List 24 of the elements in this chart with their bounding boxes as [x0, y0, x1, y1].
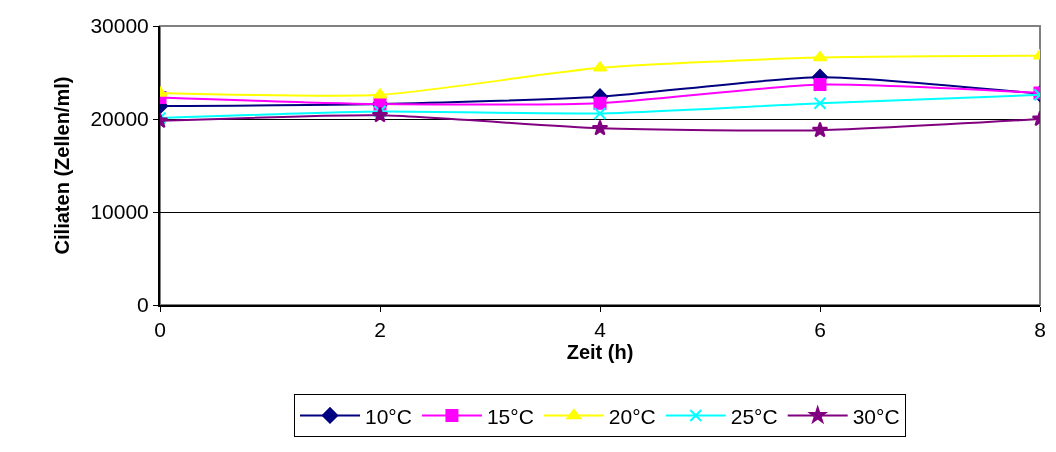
y-tick-label: 30000: [90, 14, 149, 38]
y-tick-label: 10000: [90, 200, 149, 224]
legend-label: 10°C: [365, 404, 412, 428]
legend-label: 25°C: [730, 404, 778, 428]
point: [813, 78, 827, 92]
point: [371, 106, 389, 123]
legend-label: 30°C: [852, 404, 900, 428]
x-tick-label: 0: [154, 318, 166, 342]
x-tick-label: 6: [814, 318, 826, 342]
y-tick-label: 20000: [90, 107, 149, 131]
legend-label: 15°C: [486, 404, 534, 428]
legend-label: 20°C: [608, 404, 656, 428]
y-axis-title: Ciliaten (Zellen/ml): [51, 76, 74, 255]
point: [373, 105, 387, 119]
point: [813, 96, 827, 110]
point: [811, 121, 829, 138]
point: [593, 106, 607, 120]
x-tick-label: 2: [374, 318, 386, 342]
point: [591, 119, 609, 136]
point: [593, 96, 607, 110]
x-tick-label: 8: [1034, 318, 1046, 342]
x-axis-title: Zeit (h): [566, 341, 634, 364]
x-tick-label: 4: [594, 318, 607, 342]
y-tick-label: 0: [137, 293, 149, 317]
